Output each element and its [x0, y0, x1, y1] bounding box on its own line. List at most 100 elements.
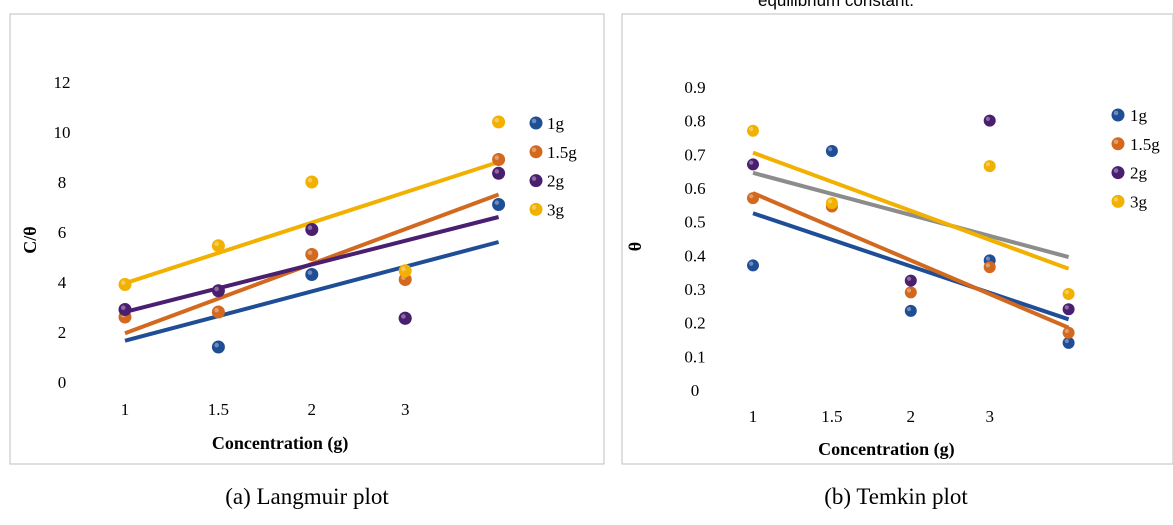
data-point-highlight	[401, 266, 406, 272]
legend-marker-highlight	[531, 118, 537, 124]
data-point-1.5g	[747, 192, 759, 205]
data-point-1g	[904, 304, 917, 317]
data-point-highlight	[214, 286, 219, 292]
data-point-highlight	[906, 288, 912, 293]
data-point-highlight	[307, 250, 313, 255]
data-point-highlight	[985, 263, 991, 268]
data-point-highlight	[214, 342, 219, 348]
x-tick-label: 3	[401, 400, 410, 419]
y-tick-label: 0.6	[684, 179, 705, 198]
legend-marker-3g	[1111, 194, 1125, 208]
legend-marker-1.5g	[529, 145, 543, 159]
y-tick-label: 0.7	[684, 145, 706, 164]
langmuir-chart: 0 2 4 6 8 10 12 1 1.5 2 3 Concentration (g) C/θ 1g 1.5…	[20, 73, 577, 454]
data-point-highlight	[985, 256, 991, 261]
data-point-3g	[983, 160, 996, 173]
y-tick-label: 8	[58, 173, 67, 192]
data-point-highlight	[214, 307, 219, 313]
data-point-1g	[747, 259, 759, 272]
legend-marker-highlight	[1113, 110, 1119, 116]
data-point-highlight	[494, 169, 500, 174]
data-point-1g	[1062, 336, 1075, 349]
data-point-highlight	[985, 116, 991, 121]
data-point-2g	[983, 114, 996, 127]
data-point-3g	[305, 175, 319, 189]
legend-marker-highlight	[531, 176, 537, 181]
data-point-highlight	[906, 306, 912, 312]
data-point-1.5g	[983, 261, 996, 274]
y-tick-label: 12	[54, 73, 71, 92]
data-point-highlight	[749, 126, 754, 132]
legend-label-1g: 1g	[547, 114, 565, 133]
data-point-highlight	[1064, 305, 1069, 310]
legend-marker-highlight	[1113, 139, 1119, 145]
data-point-highlight	[494, 200, 500, 205]
legend-label-1g: 1g	[1130, 106, 1148, 125]
trendline-1g	[124, 240, 500, 343]
data-point-3g	[211, 239, 225, 253]
langmuir-chart-frame	[9, 13, 605, 465]
y-tick-label: 4	[58, 273, 67, 292]
data-point-2g	[305, 223, 319, 236]
legend-marker-1g	[529, 116, 543, 130]
data-point-highlight	[307, 177, 313, 183]
y-axis-title: C/θ	[20, 226, 40, 253]
x-tick-label: 1.5	[208, 400, 229, 419]
legend-marker-1.5g	[1111, 137, 1125, 151]
data-point-highlight	[749, 261, 754, 266]
y-tick-label: 0.1	[684, 347, 705, 366]
data-point-3g	[492, 115, 506, 129]
data-point-3g	[1062, 288, 1075, 301]
x-tick-label: 2	[907, 407, 916, 426]
x-axis-title: Concentration (g)	[212, 433, 348, 454]
data-point-highlight	[749, 160, 754, 165]
data-point-highlight	[494, 155, 500, 160]
trendline-2g	[752, 170, 1070, 259]
data-point-3g	[118, 278, 132, 291]
legend-marker-highlight	[1113, 197, 1119, 202]
data-point-highlight	[985, 162, 991, 167]
y-tick-label: 0.3	[684, 280, 705, 299]
legend-marker-3g	[529, 202, 543, 216]
y-tick-label: 0.8	[684, 112, 705, 131]
legend-label-3g: 3g	[1130, 192, 1148, 211]
x-tick-label: 3	[985, 407, 994, 426]
data-point-highlight	[828, 147, 833, 152]
legend-marker-2g	[1111, 166, 1125, 180]
x-tick-label: 1	[121, 400, 130, 419]
data-point-1.5g	[1062, 326, 1075, 339]
data-point-highlight	[120, 280, 126, 285]
legend-label-2g: 2g	[547, 172, 565, 191]
legend-marker-2g	[529, 174, 543, 188]
legend-label-1.5g: 1.5g	[547, 143, 577, 162]
legend-marker-highlight	[531, 205, 537, 210]
data-point-2g	[398, 311, 412, 325]
y-tick-label: 0.9	[684, 78, 705, 97]
data-point-highlight	[749, 194, 754, 199]
data-point-highlight	[906, 276, 912, 281]
langmuir-caption: (a) Langmuir plot	[225, 484, 389, 509]
x-axis-title: Concentration (g)	[818, 439, 954, 460]
trendline-1g	[752, 211, 1070, 322]
data-point-3g	[747, 124, 759, 137]
data-point-highlight	[1064, 290, 1069, 295]
temkin-chart: 0 0.1 0.2 0.3 0.4 0.5 0.6 0.7 0.8 0.9 1 1.5 2 3 Concen…	[625, 78, 1160, 460]
y-tick-label: 0.4	[684, 246, 706, 265]
y-tick-label: 10	[54, 123, 71, 142]
data-point-2g	[747, 158, 759, 171]
data-point-2g	[211, 284, 225, 298]
data-point-1g	[211, 340, 225, 354]
y-tick-label: 0	[691, 381, 700, 400]
data-point-3g	[398, 264, 412, 278]
y-tick-label: 0.2	[684, 314, 705, 333]
data-point-highlight	[401, 314, 406, 319]
legend-label-1.5g: 1.5g	[1130, 135, 1160, 154]
y-tick-label: 0.5	[684, 213, 705, 232]
y-tick-label: 6	[58, 223, 67, 242]
data-point-1g	[492, 198, 506, 211]
trendline-3g	[124, 160, 500, 286]
y-tick-label: 2	[58, 323, 67, 342]
temkin-chart-frame	[621, 13, 1173, 465]
trendline-2g	[124, 215, 500, 314]
